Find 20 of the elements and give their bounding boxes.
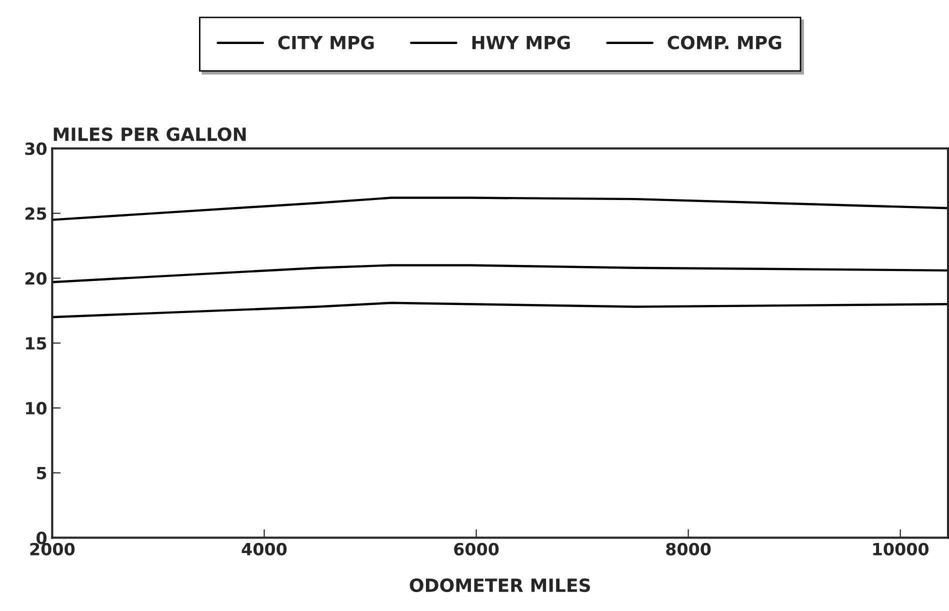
legend-label: HWY MPG [472,36,570,50]
x-tick-label: 2000 [30,542,75,556]
legend-label: CITY MPG [278,36,374,50]
line-series [52,196,948,221]
x-tick-label: 10000 [873,542,929,556]
x-tick-label: 6000 [454,542,499,556]
y-tick-label: 15 [26,337,46,350]
x-tick-label: 4000 [242,542,287,556]
y-tick-label: 0 [36,532,47,544]
line-series [52,264,948,284]
y-axis-title: MILES PER GALLON [54,127,246,142]
y-tick-label: 10 [26,402,47,415]
line-series [52,302,948,318]
y-tick-label: 5 [37,466,46,480]
y-tick-label: 30 [25,142,47,156]
x-tick-label: 8000 [666,542,711,556]
y-tick-label: 25 [25,207,46,220]
x-axis-title: ODOMETER MILES [410,578,590,592]
legend-label: COMP. MPG [668,36,782,50]
y-tick-label: 20 [25,272,47,285]
